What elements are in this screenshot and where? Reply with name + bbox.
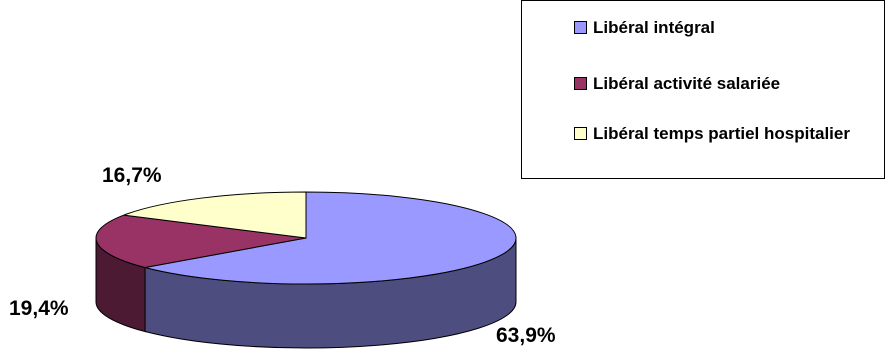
data-label-liberal-integral: 63,9% bbox=[496, 324, 556, 347]
legend-item-liberal-activite-salariee: Libéral activité salariée bbox=[574, 73, 873, 95]
pie-tops bbox=[95, 191, 517, 285]
legend: Libéral intégral Libéral activité salari… bbox=[521, 0, 885, 179]
legend-label-liberal-temps-partiel: Libéral temps partiel hospitalier bbox=[593, 124, 850, 143]
data-label-liberal-activite-salariee: 19,4% bbox=[9, 297, 69, 320]
legend-swatch-liberal-activite-salariee bbox=[574, 77, 587, 90]
pie-slice-liberal-integral bbox=[144, 191, 517, 285]
legend-swatch-liberal-integral bbox=[574, 21, 587, 34]
legend-swatch-liberal-temps-partiel bbox=[574, 127, 587, 140]
pie-slice-liberal-activite-salariee bbox=[95, 214, 307, 269]
pie-slice-liberal-temps-partiel-hospitalier bbox=[123, 191, 307, 239]
data-label-liberal-temps-partiel: 16,7% bbox=[102, 164, 162, 187]
legend-label-liberal-activite-salariee: Libéral activité salariée bbox=[593, 74, 781, 93]
legend-item-liberal-temps-partiel: Libéral temps partiel hospitalier bbox=[574, 123, 873, 145]
legend-item-liberal-integral: Libéral intégral bbox=[574, 17, 873, 39]
legend-label-liberal-integral: Libéral intégral bbox=[593, 18, 715, 37]
